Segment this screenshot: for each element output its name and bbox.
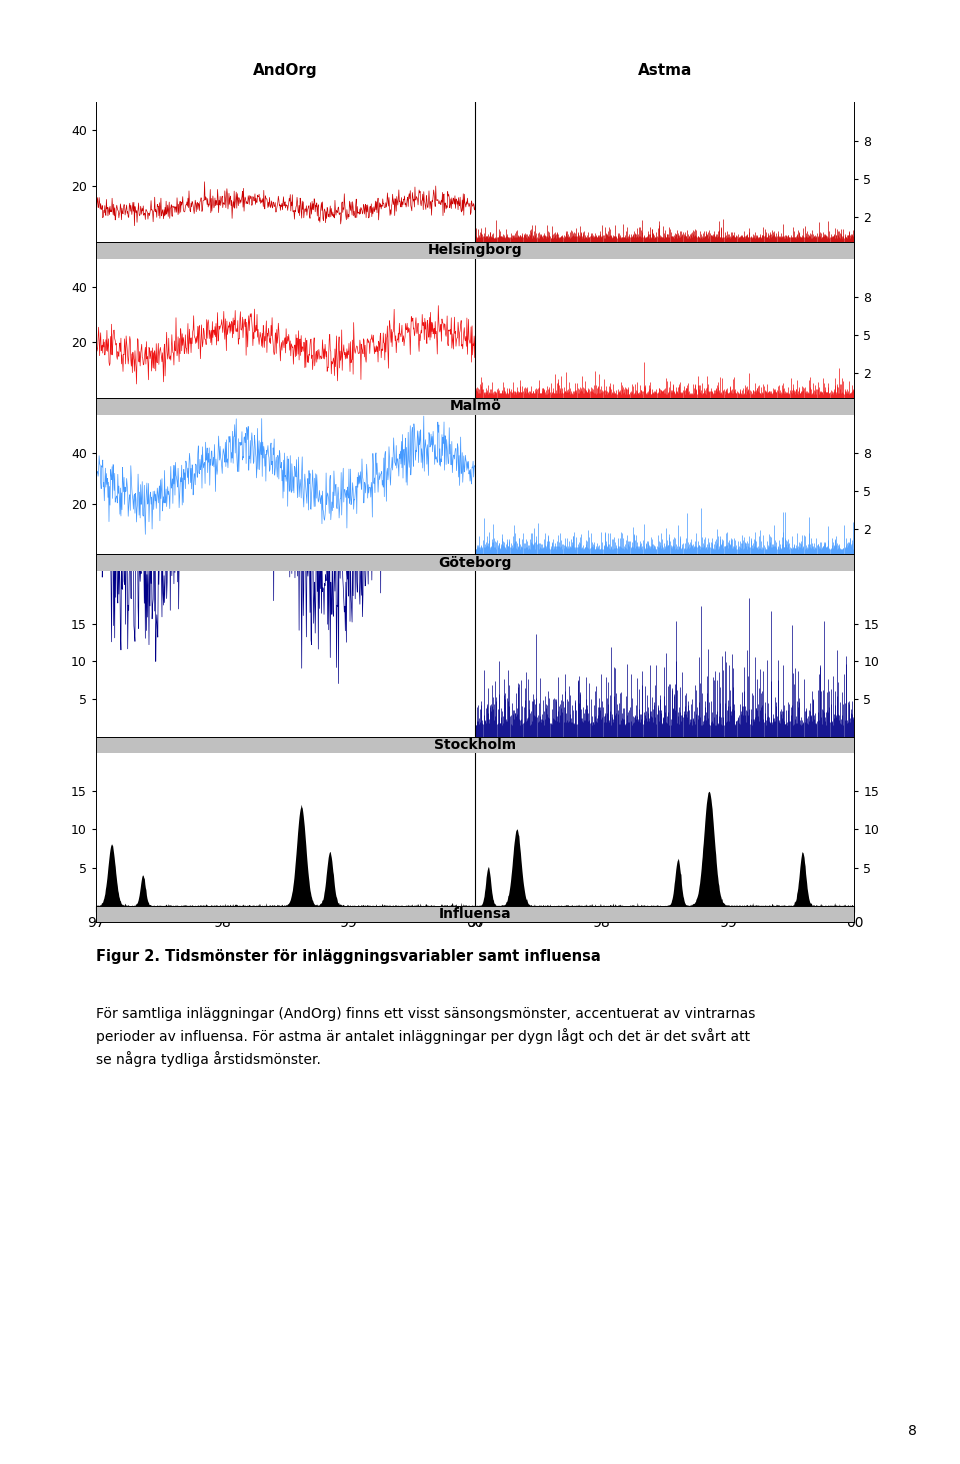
Text: 8: 8 xyxy=(908,1423,917,1438)
Text: Stockholm: Stockholm xyxy=(434,738,516,752)
Text: Malmö: Malmö xyxy=(449,400,501,413)
Text: AndOrg: AndOrg xyxy=(253,63,318,78)
Text: För samtliga inläggningar (AndOrg) finns ett visst sänsongsmönster, accentuerat : För samtliga inläggningar (AndOrg) finns… xyxy=(96,1007,756,1067)
Text: Figur 2. Tidsmönster för inläggningsvariabler samt influensa: Figur 2. Tidsmönster för inläggningsvari… xyxy=(96,949,601,963)
Text: Astma: Astma xyxy=(637,63,692,78)
Text: Helsingborg: Helsingborg xyxy=(428,243,522,258)
Text: Göteborg: Göteborg xyxy=(439,555,512,569)
Text: Influensa: Influensa xyxy=(439,908,512,921)
